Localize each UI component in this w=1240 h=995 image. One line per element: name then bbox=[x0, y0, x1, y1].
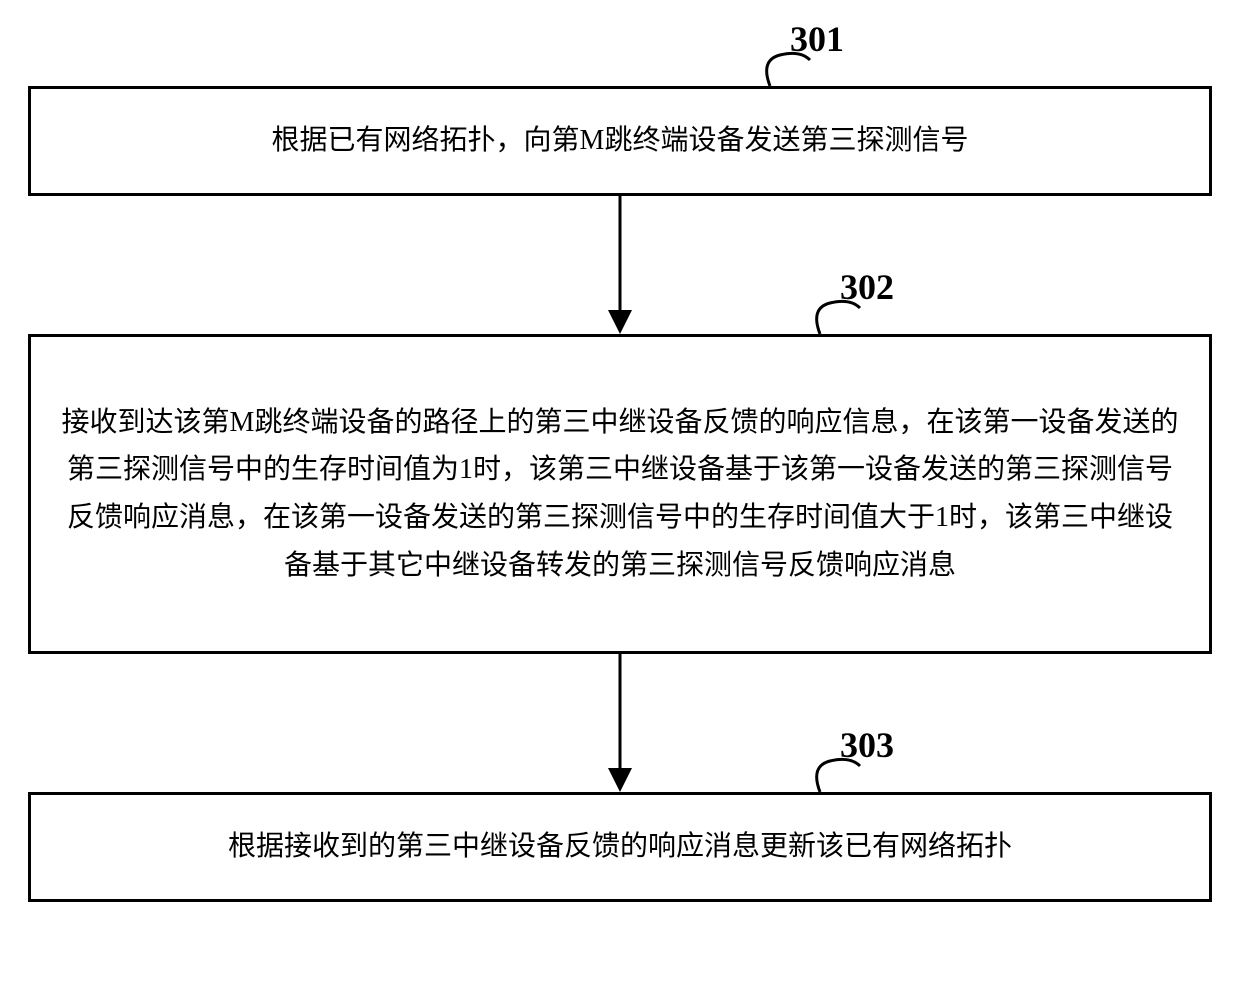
step-label-303: 303 bbox=[840, 724, 894, 766]
step-label-302: 302 bbox=[840, 266, 894, 308]
step-text-303: 根据接收到的第三中继设备反馈的响应消息更新该已有网络拓扑 bbox=[228, 823, 1012, 871]
step-text-301: 根据已有网络拓扑，向第M跳终端设备发送第三探测信号 bbox=[272, 117, 969, 165]
step-text-302: 接收到达该第M跳终端设备的路径上的第三中继设备反馈的响应信息，在该第一设备发送的… bbox=[61, 399, 1179, 589]
step-box-303: 根据接收到的第三中继设备反馈的响应消息更新该已有网络拓扑 bbox=[28, 792, 1212, 902]
flowchart-canvas: 301 根据已有网络拓扑，向第M跳终端设备发送第三探测信号 302 接收到达该第… bbox=[0, 0, 1240, 995]
step-box-302: 接收到达该第M跳终端设备的路径上的第三中继设备反馈的响应信息，在该第一设备发送的… bbox=[28, 334, 1212, 654]
step-box-301: 根据已有网络拓扑，向第M跳终端设备发送第三探测信号 bbox=[28, 86, 1212, 196]
step-label-301: 301 bbox=[790, 18, 844, 60]
